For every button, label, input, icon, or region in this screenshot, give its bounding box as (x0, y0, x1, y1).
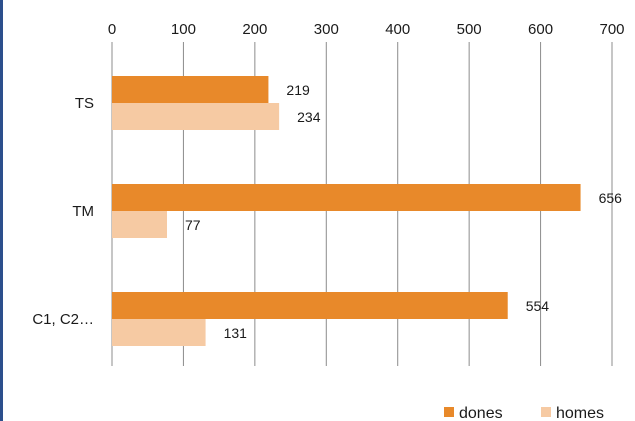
data-label-homes-1: 77 (185, 217, 201, 233)
data-label-dones-1: 656 (599, 190, 623, 206)
data-label-dones-0: 219 (286, 82, 310, 98)
data-label-homes-2: 131 (224, 325, 248, 341)
bar-dones-1 (112, 184, 581, 211)
bars (112, 76, 581, 346)
data-labels: 219 234 656 77 554 131 (185, 82, 622, 341)
x-tick-label: 500 (457, 21, 482, 38)
legend-swatch-dones (444, 407, 454, 417)
category-label: TS (75, 95, 94, 112)
x-tick-label: 0 (108, 21, 116, 38)
bar-homes-1 (112, 211, 167, 238)
x-tick-label: 600 (528, 21, 553, 38)
bar-homes-2 (112, 319, 206, 346)
data-label-homes-0: 234 (297, 109, 321, 125)
category-labels: TS TM C1, C2… (32, 95, 94, 328)
legend-label-dones: dones (459, 405, 503, 421)
data-label-dones-2: 554 (526, 298, 550, 314)
x-axis-ticks: 0 100 200 300 400 500 600 700 (108, 21, 625, 38)
bar-homes-0 (112, 103, 280, 130)
legend: dones homes (444, 405, 604, 421)
category-label: C1, C2… (32, 311, 94, 328)
x-tick-label: 400 (385, 21, 410, 38)
left-frame-edge (0, 0, 3, 421)
x-tick-label: 200 (242, 21, 267, 38)
x-tick-label: 100 (171, 21, 196, 38)
legend-swatch-homes (541, 407, 551, 417)
x-tick-label: 700 (599, 21, 624, 38)
category-label: TM (72, 203, 94, 220)
x-tick-label: 300 (314, 21, 339, 38)
bar-dones-2 (112, 292, 508, 319)
legend-label-homes: homes (556, 405, 604, 421)
bar-dones-0 (112, 76, 269, 103)
